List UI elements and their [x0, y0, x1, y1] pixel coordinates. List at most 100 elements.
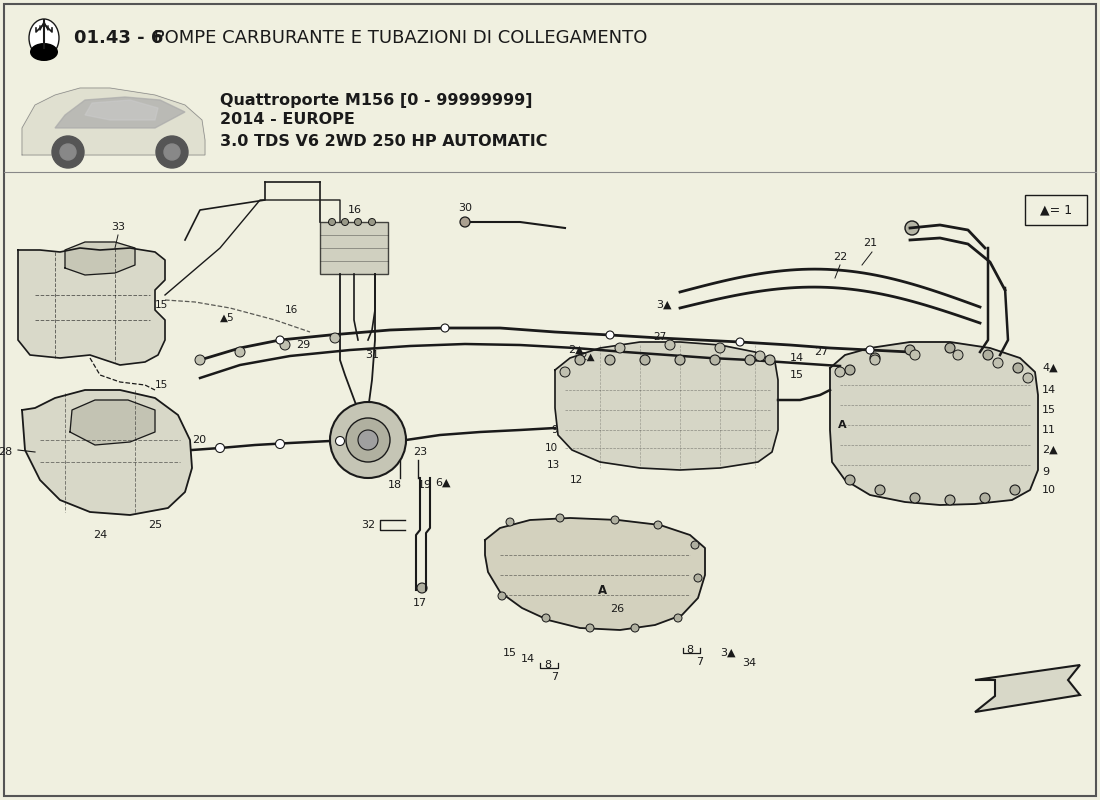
Polygon shape [65, 242, 135, 275]
Circle shape [1023, 373, 1033, 383]
Circle shape [606, 331, 614, 339]
Text: 4▲: 4▲ [1042, 363, 1057, 373]
Polygon shape [70, 400, 155, 445]
Text: 24: 24 [92, 530, 107, 540]
Text: 13: 13 [547, 460, 560, 470]
Text: 34: 34 [742, 658, 756, 668]
Text: 16: 16 [348, 205, 362, 215]
Circle shape [736, 338, 744, 346]
Text: 3.0 TDS V6 2WD 250 HP AUTOMATIC: 3.0 TDS V6 2WD 250 HP AUTOMATIC [220, 134, 548, 150]
Circle shape [710, 355, 720, 365]
Text: 33: 33 [111, 222, 125, 232]
Circle shape [983, 350, 993, 360]
Circle shape [674, 614, 682, 622]
Text: 2▲: 2▲ [1042, 445, 1057, 455]
Text: 32: 32 [361, 520, 375, 530]
Text: 20: 20 [192, 435, 206, 445]
Circle shape [631, 624, 639, 632]
Circle shape [845, 365, 855, 375]
Circle shape [993, 358, 1003, 368]
Circle shape [235, 347, 245, 357]
Circle shape [329, 218, 336, 226]
Ellipse shape [30, 43, 58, 61]
Circle shape [575, 355, 585, 365]
Text: 14: 14 [521, 654, 535, 664]
Text: 2▲: 2▲ [581, 352, 595, 362]
Text: 6▲: 6▲ [434, 478, 451, 488]
Text: 15: 15 [790, 370, 804, 380]
Text: 30: 30 [458, 203, 472, 213]
Circle shape [498, 592, 506, 600]
Circle shape [640, 355, 650, 365]
Text: 25: 25 [147, 520, 162, 530]
Text: 10: 10 [544, 443, 558, 453]
Text: 26: 26 [610, 604, 624, 614]
Circle shape [346, 418, 390, 462]
Circle shape [845, 475, 855, 485]
Circle shape [953, 350, 962, 360]
Polygon shape [22, 390, 192, 515]
Circle shape [755, 351, 764, 361]
Text: 2▲: 2▲ [568, 345, 584, 355]
Circle shape [945, 343, 955, 353]
Text: 15: 15 [1042, 405, 1056, 415]
Bar [320, 222, 388, 274]
Text: 10: 10 [1042, 485, 1056, 495]
Text: 2014 - EUROPE: 2014 - EUROPE [220, 113, 355, 127]
Text: A: A [838, 420, 846, 430]
Text: 3▲: 3▲ [657, 300, 672, 310]
Circle shape [945, 495, 955, 505]
Circle shape [368, 218, 375, 226]
Circle shape [60, 144, 76, 160]
Polygon shape [485, 518, 705, 630]
Text: 15: 15 [155, 380, 168, 390]
Text: A: A [597, 583, 606, 597]
Text: 18: 18 [388, 480, 401, 490]
Circle shape [506, 518, 514, 526]
Text: 27: 27 [653, 332, 667, 342]
Text: 16: 16 [285, 305, 298, 315]
Circle shape [156, 136, 188, 168]
Circle shape [910, 493, 920, 503]
Circle shape [905, 221, 918, 235]
Text: 14: 14 [790, 353, 804, 363]
Text: POMPE CARBURANTE E TUBAZIONI DI COLLEGAMENTO: POMPE CARBURANTE E TUBAZIONI DI COLLEGAM… [148, 29, 648, 47]
Circle shape [675, 355, 685, 365]
Text: 27: 27 [814, 347, 828, 357]
Circle shape [691, 541, 698, 549]
Circle shape [980, 493, 990, 503]
Circle shape [835, 367, 845, 377]
Circle shape [164, 144, 180, 160]
Text: 31: 31 [365, 350, 380, 360]
Circle shape [764, 355, 776, 365]
Circle shape [52, 136, 84, 168]
Circle shape [615, 343, 625, 353]
Circle shape [745, 355, 755, 365]
Circle shape [1010, 485, 1020, 495]
Text: 7: 7 [551, 672, 559, 682]
Circle shape [654, 521, 662, 529]
Text: 23: 23 [412, 447, 427, 457]
Circle shape [280, 340, 290, 350]
Circle shape [330, 333, 340, 343]
Polygon shape [22, 88, 205, 155]
Circle shape [195, 355, 205, 365]
Circle shape [870, 355, 880, 365]
Text: ▲5: ▲5 [220, 313, 234, 323]
Circle shape [276, 336, 284, 344]
Circle shape [910, 350, 920, 360]
Text: 9: 9 [551, 425, 558, 435]
Text: 3▲: 3▲ [720, 648, 736, 658]
Text: 15: 15 [503, 648, 517, 658]
Circle shape [866, 346, 874, 354]
Circle shape [605, 355, 615, 365]
Circle shape [441, 324, 449, 332]
Text: 28: 28 [0, 447, 12, 457]
Polygon shape [55, 97, 185, 128]
Text: Quattroporte M156 [0 - 99999999]: Quattroporte M156 [0 - 99999999] [220, 93, 532, 107]
Circle shape [694, 574, 702, 582]
Circle shape [341, 218, 349, 226]
Text: 8: 8 [544, 660, 551, 670]
Circle shape [586, 624, 594, 632]
Circle shape [874, 485, 886, 495]
